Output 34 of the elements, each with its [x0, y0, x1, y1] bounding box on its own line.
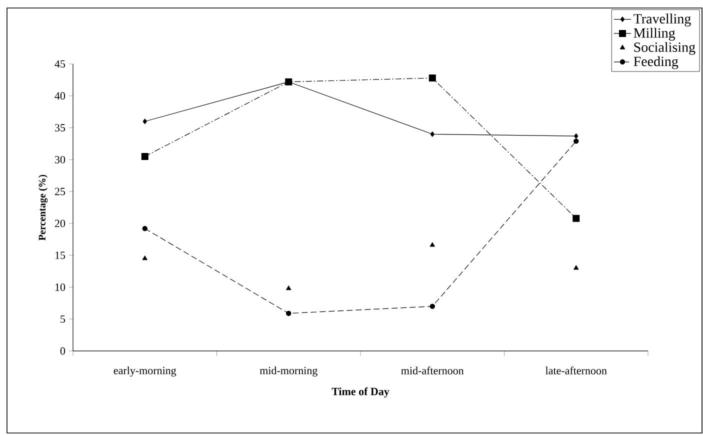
x-tick-label: mid-morning: [260, 366, 318, 377]
legend-label: Travelling: [634, 14, 691, 26]
y-tick-label: 20: [54, 220, 66, 228]
point: [286, 285, 292, 290]
point: [574, 133, 578, 139]
y-tick-label: 10: [55, 284, 66, 291]
y-tick-label: 15: [55, 252, 66, 260]
y-tick-label: 40: [54, 92, 66, 100]
y-axis-title: Percentage (%): [38, 174, 48, 240]
y-tick-label: 0: [60, 347, 66, 355]
point: [142, 118, 147, 124]
point: [142, 226, 148, 232]
x-axis-title: Time of Day: [332, 387, 390, 398]
x-tick-label: mid-afternoon: [401, 366, 464, 374]
y-tick-label: 30: [55, 156, 66, 164]
legend-label: Milling: [634, 28, 676, 41]
y-tick-label: 45: [54, 60, 66, 68]
y-tick-label: 5: [60, 315, 66, 323]
point: [430, 304, 435, 309]
x-tick-label: late-afternoon: [546, 366, 607, 374]
point: [141, 152, 148, 160]
point: [430, 242, 436, 247]
legend-label: Socialising: [634, 42, 696, 55]
y-tick-label: 25: [54, 188, 66, 196]
point: [428, 74, 436, 82]
point: [574, 265, 579, 270]
point: [430, 131, 434, 137]
x-tick-label: early-morning: [114, 366, 176, 377]
point: [572, 214, 580, 222]
y-tick-label: 35: [55, 124, 66, 132]
point: [286, 310, 292, 316]
legend-label: Feeding: [634, 56, 678, 70]
point: [142, 256, 148, 260]
point: [574, 138, 579, 144]
